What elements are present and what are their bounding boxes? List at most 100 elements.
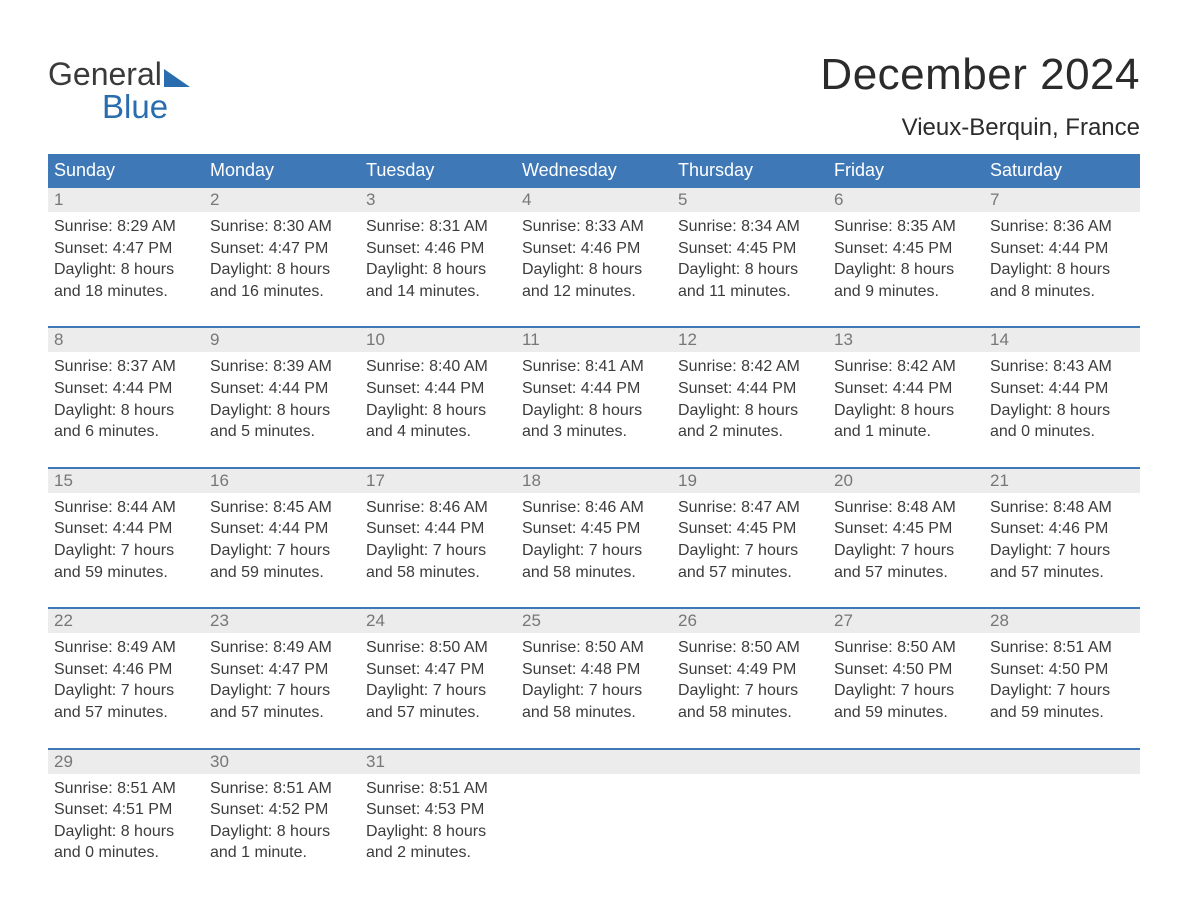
day-cell: 25Sunrise: 8:50 AMSunset: 4:48 PMDayligh…	[516, 609, 672, 723]
day-number: 1	[48, 188, 204, 212]
daylight-line-2: and 5 minutes.	[210, 421, 354, 443]
day-number: 8	[48, 328, 204, 352]
day-number: 15	[48, 469, 204, 493]
daylight-line-1: Daylight: 7 hours	[990, 540, 1134, 562]
weekday-header: Sunday	[48, 160, 204, 181]
day-info: Sunrise: 8:50 AMSunset: 4:48 PMDaylight:…	[516, 633, 672, 723]
day-number: 23	[204, 609, 360, 633]
sunset-text: Sunset: 4:44 PM	[366, 518, 510, 540]
daylight-line-2: and 1 minute.	[210, 842, 354, 864]
day-info: Sunrise: 8:43 AMSunset: 4:44 PMDaylight:…	[984, 352, 1140, 442]
daylight-line-2: and 57 minutes.	[678, 562, 822, 584]
day-info: Sunrise: 8:51 AMSunset: 4:50 PMDaylight:…	[984, 633, 1140, 723]
daylight-line-2: and 58 minutes.	[522, 562, 666, 584]
sunrise-text: Sunrise: 8:50 AM	[834, 637, 978, 659]
day-number: 2	[204, 188, 360, 212]
day-number: 24	[360, 609, 516, 633]
daylight-line-2: and 12 minutes.	[522, 281, 666, 303]
daylight-line-1: Daylight: 7 hours	[990, 680, 1134, 702]
daylight-line-1: Daylight: 8 hours	[834, 259, 978, 281]
sunset-text: Sunset: 4:44 PM	[522, 378, 666, 400]
day-cell: 24Sunrise: 8:50 AMSunset: 4:47 PMDayligh…	[360, 609, 516, 723]
sunset-text: Sunset: 4:50 PM	[834, 659, 978, 681]
sunrise-text: Sunrise: 8:51 AM	[990, 637, 1134, 659]
day-info: Sunrise: 8:35 AMSunset: 4:45 PMDaylight:…	[828, 212, 984, 302]
daylight-line-2: and 58 minutes.	[522, 702, 666, 724]
sunrise-text: Sunrise: 8:31 AM	[366, 216, 510, 238]
sunset-text: Sunset: 4:46 PM	[54, 659, 198, 681]
sunset-text: Sunset: 4:47 PM	[54, 238, 198, 260]
weekday-header: Monday	[204, 160, 360, 181]
sunset-text: Sunset: 4:44 PM	[678, 378, 822, 400]
daylight-line-1: Daylight: 8 hours	[990, 259, 1134, 281]
day-info: Sunrise: 8:49 AMSunset: 4:46 PMDaylight:…	[48, 633, 204, 723]
sunset-text: Sunset: 4:53 PM	[366, 799, 510, 821]
sunrise-text: Sunrise: 8:43 AM	[990, 356, 1134, 378]
day-cell: 1Sunrise: 8:29 AMSunset: 4:47 PMDaylight…	[48, 188, 204, 302]
sunrise-text: Sunrise: 8:46 AM	[522, 497, 666, 519]
sunset-text: Sunset: 4:52 PM	[210, 799, 354, 821]
sunrise-text: Sunrise: 8:34 AM	[678, 216, 822, 238]
logo-word-1: General	[48, 58, 162, 90]
daylight-line-1: Daylight: 8 hours	[54, 821, 198, 843]
sunset-text: Sunset: 4:45 PM	[834, 238, 978, 260]
day-cell: 28Sunrise: 8:51 AMSunset: 4:50 PMDayligh…	[984, 609, 1140, 723]
sunset-text: Sunset: 4:47 PM	[210, 238, 354, 260]
daylight-line-2: and 57 minutes.	[834, 562, 978, 584]
day-number: 20	[828, 469, 984, 493]
daylight-line-2: and 11 minutes.	[678, 281, 822, 303]
day-number: 18	[516, 469, 672, 493]
logo-word-2: Blue	[102, 90, 190, 123]
day-cell: 10Sunrise: 8:40 AMSunset: 4:44 PMDayligh…	[360, 328, 516, 442]
day-info: Sunrise: 8:48 AMSunset: 4:45 PMDaylight:…	[828, 493, 984, 583]
day-cell: 11Sunrise: 8:41 AMSunset: 4:44 PMDayligh…	[516, 328, 672, 442]
sunset-text: Sunset: 4:44 PM	[54, 518, 198, 540]
daylight-line-1: Daylight: 7 hours	[834, 680, 978, 702]
day-number	[984, 750, 1140, 774]
week-row: 8Sunrise: 8:37 AMSunset: 4:44 PMDaylight…	[48, 326, 1140, 442]
day-cell: 15Sunrise: 8:44 AMSunset: 4:44 PMDayligh…	[48, 469, 204, 583]
daylight-line-2: and 57 minutes.	[990, 562, 1134, 584]
day-cell: 3Sunrise: 8:31 AMSunset: 4:46 PMDaylight…	[360, 188, 516, 302]
day-cell: 12Sunrise: 8:42 AMSunset: 4:44 PMDayligh…	[672, 328, 828, 442]
sunset-text: Sunset: 4:44 PM	[210, 518, 354, 540]
sunrise-text: Sunrise: 8:39 AM	[210, 356, 354, 378]
daylight-line-2: and 3 minutes.	[522, 421, 666, 443]
daylight-line-2: and 1 minute.	[834, 421, 978, 443]
sunset-text: Sunset: 4:51 PM	[54, 799, 198, 821]
day-number	[672, 750, 828, 774]
day-number: 3	[360, 188, 516, 212]
day-cell: 26Sunrise: 8:50 AMSunset: 4:49 PMDayligh…	[672, 609, 828, 723]
day-number: 5	[672, 188, 828, 212]
day-cell	[516, 750, 672, 864]
sunrise-text: Sunrise: 8:46 AM	[366, 497, 510, 519]
day-number: 6	[828, 188, 984, 212]
daylight-line-2: and 0 minutes.	[990, 421, 1134, 443]
daylight-line-1: Daylight: 7 hours	[54, 680, 198, 702]
day-number: 27	[828, 609, 984, 633]
sunset-text: Sunset: 4:49 PM	[678, 659, 822, 681]
day-cell: 30Sunrise: 8:51 AMSunset: 4:52 PMDayligh…	[204, 750, 360, 864]
logo-top-row: General	[48, 58, 190, 90]
sunset-text: Sunset: 4:44 PM	[834, 378, 978, 400]
sunrise-text: Sunrise: 8:49 AM	[54, 637, 198, 659]
daylight-line-2: and 59 minutes.	[54, 562, 198, 584]
sunrise-text: Sunrise: 8:49 AM	[210, 637, 354, 659]
day-info: Sunrise: 8:31 AMSunset: 4:46 PMDaylight:…	[360, 212, 516, 302]
day-cell: 23Sunrise: 8:49 AMSunset: 4:47 PMDayligh…	[204, 609, 360, 723]
week-row: 22Sunrise: 8:49 AMSunset: 4:46 PMDayligh…	[48, 607, 1140, 723]
day-info: Sunrise: 8:33 AMSunset: 4:46 PMDaylight:…	[516, 212, 672, 302]
day-cell: 18Sunrise: 8:46 AMSunset: 4:45 PMDayligh…	[516, 469, 672, 583]
day-number: 31	[360, 750, 516, 774]
daylight-line-2: and 58 minutes.	[366, 562, 510, 584]
weekday-header: Friday	[828, 160, 984, 181]
day-info: Sunrise: 8:42 AMSunset: 4:44 PMDaylight:…	[828, 352, 984, 442]
day-number: 7	[984, 188, 1140, 212]
daylight-line-2: and 9 minutes.	[834, 281, 978, 303]
daylight-line-2: and 16 minutes.	[210, 281, 354, 303]
day-info: Sunrise: 8:48 AMSunset: 4:46 PMDaylight:…	[984, 493, 1140, 583]
day-number: 25	[516, 609, 672, 633]
sunrise-text: Sunrise: 8:48 AM	[834, 497, 978, 519]
sunset-text: Sunset: 4:46 PM	[990, 518, 1134, 540]
day-number	[516, 750, 672, 774]
